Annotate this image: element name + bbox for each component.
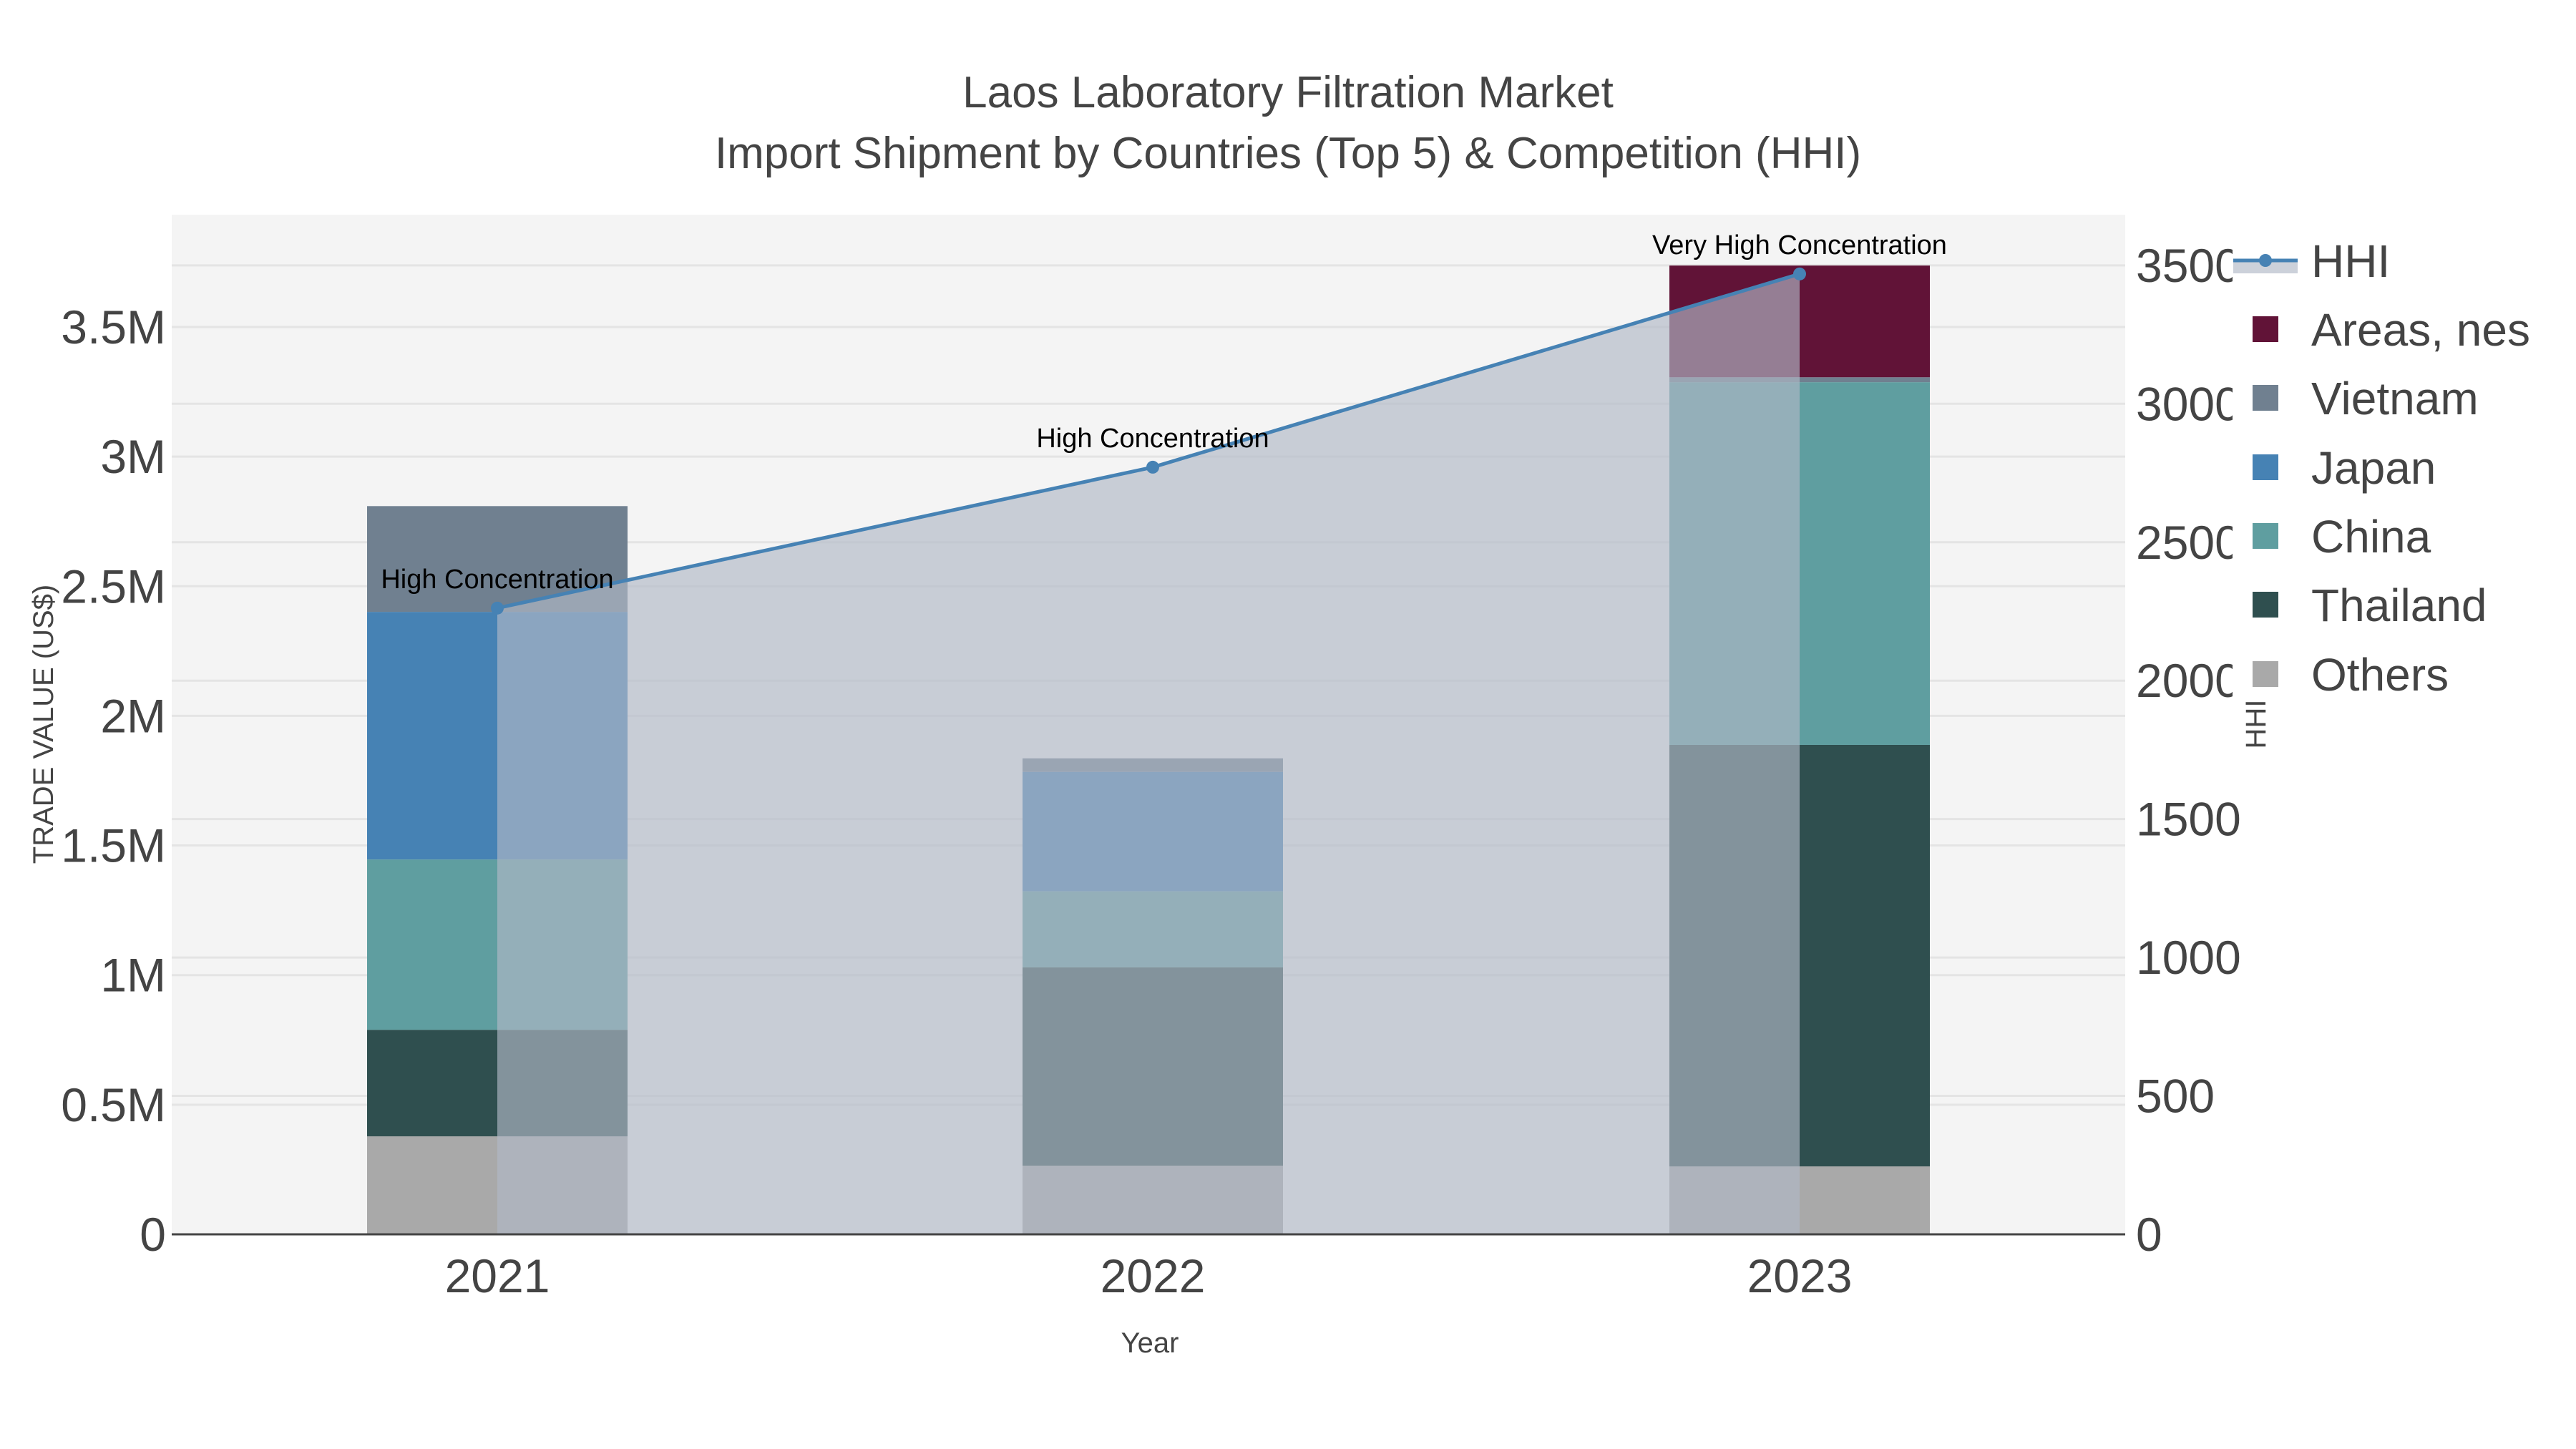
square-swatch-icon (2253, 454, 2278, 480)
y-right-tick: 2500 (2136, 516, 2241, 569)
y-left-tick: 1.5M (61, 819, 166, 872)
hhi-fill (497, 273, 1800, 1235)
y-right-tick: 3500 (2136, 239, 2241, 292)
y-right-axis-title: HHI (2240, 700, 2272, 749)
y-right-tick: 1000 (2136, 931, 2241, 984)
y-left-tick: 3.5M (61, 301, 166, 353)
hhi-annotation-2021: High Concentration (381, 565, 613, 595)
x-tick-2022: 2022 (1101, 1249, 1206, 1302)
legend-item-thailand[interactable]: Thailand (2253, 580, 2487, 631)
legend-item-japan[interactable]: Japan (2253, 442, 2436, 494)
legend: HHI Areas, nes Vietnam Japan China Thailand Ot… (2233, 215, 2576, 701)
y-right-tick: 1500 (2136, 793, 2241, 846)
y-left-tick: 0 (140, 1208, 166, 1261)
y-left-tick: 2.5M (61, 560, 166, 613)
y-right-tick: 2000 (2136, 654, 2241, 707)
legend-label: HHI (2311, 235, 2390, 287)
hhi-annotation-2023: Very High Concentration (1652, 230, 1947, 260)
y-left-tick: 0.5M (61, 1078, 166, 1131)
marker-swatch-icon (2259, 254, 2272, 267)
chart-title-line1: Laos Laboratory Filtration Market (962, 68, 1614, 117)
y-left-tick: 3M (100, 430, 166, 483)
hhi-marker-2022[interactable] (1146, 460, 1159, 474)
y-left-tick: 2M (100, 689, 166, 742)
x-tick-2023: 2023 (1747, 1249, 1853, 1302)
square-swatch-icon (2253, 523, 2278, 549)
square-swatch-icon (2253, 385, 2278, 411)
left-axis-ticks: 0 0.5M 1M 1.5M 2M 2.5M 3M 3.5M (61, 301, 166, 1261)
legend-label: China (2311, 511, 2431, 562)
legend-item-vietnam[interactable]: Vietnam (2253, 373, 2479, 424)
y-left-axis-title: TRADE VALUE (US$) (28, 585, 59, 864)
legend-label: Thailand (2311, 580, 2487, 631)
square-swatch-icon (2253, 592, 2278, 618)
legend-item-china[interactable]: China (2253, 511, 2431, 562)
y-right-tick: 0 (2136, 1208, 2162, 1261)
hhi-annotation-2022: High Concentration (1036, 424, 1269, 454)
y-right-tick: 3000 (2136, 377, 2241, 430)
hhi-marker-2023[interactable] (1793, 267, 1806, 280)
y-left-tick: 1M (100, 949, 166, 1002)
x-tick-2021: 2021 (445, 1249, 550, 1302)
legend-label: Vietnam (2311, 373, 2479, 424)
square-swatch-icon (2253, 661, 2278, 687)
right-axis-ticks: 0 500 1000 1500 2000 2500 3000 3500 (2136, 239, 2241, 1261)
hhi-marker-2021[interactable] (491, 601, 504, 615)
hhi-annotations: High Concentration High Concentration Very… (381, 230, 1947, 595)
legend-label: Areas, nes (2311, 304, 2530, 356)
legend-label: Japan (2311, 442, 2436, 494)
legend-background (2233, 215, 2576, 701)
legend-item-areas-nes[interactable]: Areas, nes (2253, 304, 2530, 356)
x-axis-ticks: 2021 2022 2023 (445, 1249, 1853, 1302)
legend-item-hhi[interactable]: HHI (2233, 235, 2390, 287)
y-right-tick: 500 (2136, 1070, 2215, 1123)
chart-title-line2: Import Shipment by Countries (Top 5) & C… (715, 129, 1861, 178)
legend-item-others[interactable]: Others (2253, 649, 2449, 701)
hhi-area (491, 267, 1806, 1235)
square-swatch-icon (2253, 316, 2278, 342)
legend-label: Others (2311, 649, 2449, 701)
x-axis-title: Year (1121, 1327, 1179, 1359)
